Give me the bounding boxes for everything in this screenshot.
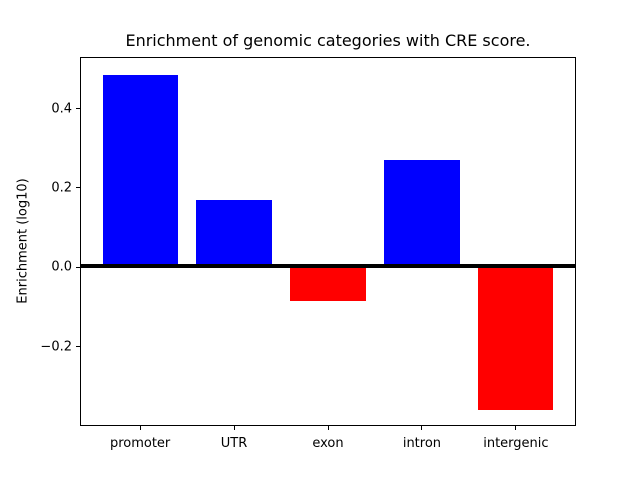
- bar-intron: [384, 160, 460, 268]
- x-tick: [421, 426, 423, 430]
- y-tick: [76, 187, 80, 189]
- x-tick-label-promoter: promoter: [109, 436, 171, 451]
- x-tick: [139, 426, 141, 430]
- bar-intergenic: [478, 267, 554, 411]
- y-tick: [76, 266, 80, 268]
- x-tick-label-UTR: UTR: [220, 436, 248, 451]
- y-tick: [76, 346, 80, 348]
- y-tick-label: 0.4: [51, 101, 72, 117]
- x-tick-label-exon: exon: [312, 436, 344, 451]
- y-tick: [76, 108, 80, 110]
- chart-title: Enrichment of genomic categories with CR…: [125, 31, 531, 50]
- zero-line: [80, 263, 576, 268]
- x-tick: [233, 426, 235, 430]
- bar-UTR: [196, 199, 272, 268]
- x-tick-label-intron: intron: [402, 436, 442, 451]
- bar-exon: [290, 267, 366, 301]
- bar-promoter: [102, 74, 178, 268]
- y-tick-label: −0.2: [40, 339, 72, 355]
- x-tick: [515, 426, 517, 430]
- x-tick-label-intergenic: intergenic: [483, 436, 549, 451]
- x-tick: [327, 426, 329, 430]
- y-tick-label: 0.2: [51, 180, 72, 196]
- y-tick-label: 0.0: [51, 259, 72, 275]
